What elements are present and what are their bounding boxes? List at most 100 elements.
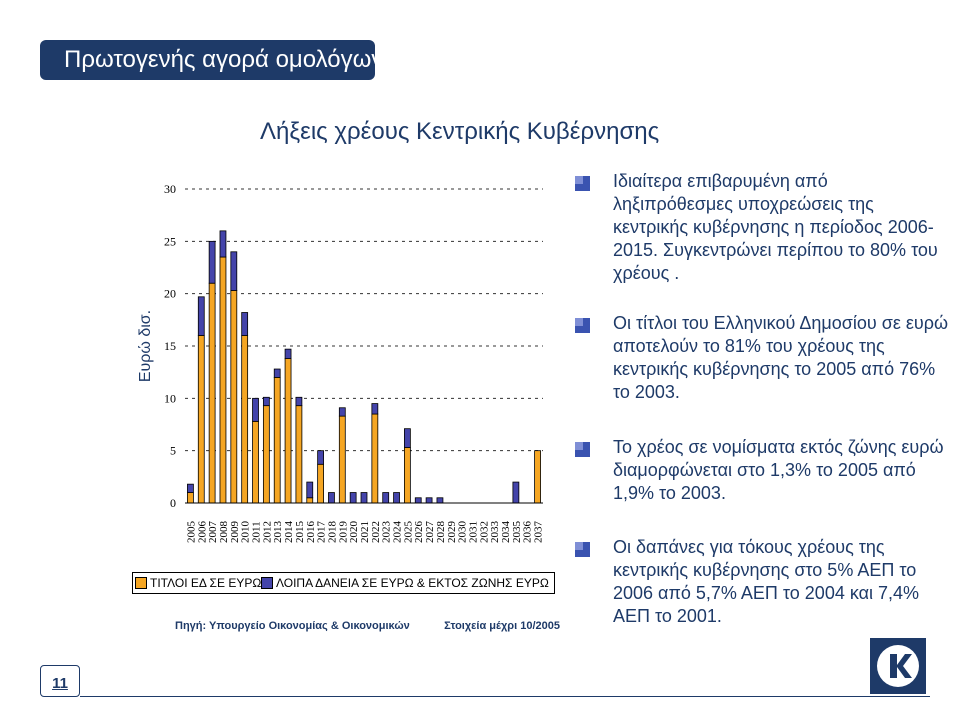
x-tick-label: 2022 <box>370 521 382 543</box>
bar-segment-2022-s1 <box>371 403 379 415</box>
y-tick-label: 25 <box>164 234 176 248</box>
bar-segment-2013-s0 <box>273 376 281 504</box>
bar-segment-2011-s0 <box>252 420 259 504</box>
x-tick-label: 2009 <box>229 521 241 544</box>
bar-segment-2009-s1 <box>230 251 238 291</box>
square-bullet-icon <box>575 542 590 557</box>
bar-segment-2010-s0 <box>241 335 249 504</box>
bar-segment-2012-s1 <box>262 396 270 407</box>
bar-segment-2007-s0 <box>208 282 216 504</box>
x-tick-label: 2007 <box>207 521 219 544</box>
y-axis-label: Ευρώ δισ. <box>137 310 154 382</box>
bar-segment-2005-s0 <box>187 492 194 504</box>
bar-segment-2019-s1 <box>338 407 346 417</box>
footer-divider <box>80 696 930 697</box>
x-tick-label: 2026 <box>413 521 425 544</box>
x-tick-label: 2032 <box>478 521 490 543</box>
bar-segment-2022-s0 <box>371 413 379 504</box>
bar-segment-2028-s1 <box>436 497 444 504</box>
y-tick-label: 10 <box>164 391 176 405</box>
bar-segment-2017-s1 <box>317 450 324 465</box>
page-title: Πρωτογενής αγορά ομολόγων <box>40 40 383 80</box>
bar-segment-2006-s0 <box>197 335 205 504</box>
bar-segment-2025-s0 <box>404 447 411 504</box>
source-text: Πηγή: Υπουργείο Οικονομίας & Οικονομικών <box>175 620 410 632</box>
bar-segment-2010-s1 <box>241 312 249 336</box>
x-tick-label: 2021 <box>359 521 371 543</box>
x-tick-label: 2036 <box>522 521 534 544</box>
bar-segment-2037-s0 <box>534 450 541 504</box>
bar-segment-2024-s1 <box>393 492 400 504</box>
x-tick-label: 2025 <box>402 521 414 544</box>
square-bullet-icon <box>575 176 590 191</box>
x-tick-label: 2033 <box>489 521 501 544</box>
chart-title: Λήξεις χρέους Κεντρικής Κυβέρνησης <box>260 118 660 145</box>
x-tick-label: 2030 <box>457 521 469 544</box>
bar-segment-2019-s0 <box>338 415 346 504</box>
legend-swatch-eurobonds <box>135 577 147 589</box>
x-tick-label: 2014 <box>283 521 295 544</box>
legend-item-eurobonds: ΤΙΤΛΟΙ ΕΔ ΣΕ ΕΥΡΩ <box>135 576 261 590</box>
x-tick-label: 2015 <box>294 521 306 544</box>
chart-legend: ΤΙΤΛΟΙ ΕΔ ΣΕ ΕΥΡΩ ΛΟΙΠΑ ΔΑΝΕΙΑ ΣΕ ΕΥΡΩ &… <box>132 572 555 594</box>
bar-segment-2006-s1 <box>197 296 205 336</box>
square-bullet-icon <box>575 442 590 457</box>
bar-segment-2015-s0 <box>295 405 303 504</box>
x-tick-label: 2037 <box>533 521 545 544</box>
bar-segment-2027-s1 <box>425 497 433 504</box>
x-tick-label: 2034 <box>500 521 512 544</box>
x-tick-label: 2011 <box>251 521 263 543</box>
y-tick-label: 5 <box>170 444 176 458</box>
bar-segment-2012-s0 <box>262 405 270 504</box>
x-tick-label: 2013 <box>272 521 284 544</box>
y-tick-label: 20 <box>164 287 176 301</box>
y-tick-label: 30 <box>164 182 176 196</box>
bullet-text: Οι δαπάνες για τόκους χρέους της κεντρικ… <box>613 537 920 626</box>
x-tick-label: 2035 <box>511 521 523 544</box>
legend-item-other-loans: ΛΟΙΠΑ ΔΑΝΕΙΑ ΣΕ ΕΥΡΩ & ΕΚΤΟΣ ΖΩΝΗΣ ΕΥΡΩ <box>261 576 549 590</box>
alpha-bank-logo-icon <box>870 638 926 694</box>
x-tick-label: 2027 <box>424 521 436 544</box>
x-tick-label: 2028 <box>435 521 447 544</box>
x-tick-label: 2012 <box>261 521 273 543</box>
x-tick-label: 2016 <box>305 521 317 544</box>
bullet-text: Το χρέος σε νομίσματα εκτός ζώνης ευρώ δ… <box>613 437 944 503</box>
bar-segment-2023-s1 <box>382 492 390 504</box>
bar-segment-2008-s1 <box>219 230 227 258</box>
x-tick-label: 2005 <box>185 521 197 544</box>
bar-segment-2017-s0 <box>317 463 324 504</box>
y-tick-label: 0 <box>170 496 176 510</box>
bar-segment-2009-s0 <box>230 290 238 504</box>
x-tick-label: 2019 <box>337 521 349 544</box>
legend-swatch-other-loans <box>261 577 273 589</box>
bar-segment-2026-s1 <box>414 497 422 504</box>
x-tick-label: 2017 <box>316 521 328 544</box>
bar-segment-2011-s1 <box>252 397 259 422</box>
data-date-text: Στοιχεία μέχρι 10/2005 <box>444 620 560 632</box>
bullet-text: Ιδιαίτερα επιβαρυμένη από ληξιπρόθεσμες … <box>613 171 938 283</box>
bar-segment-2020-s1 <box>349 492 357 504</box>
x-tick-label: 2023 <box>381 521 393 544</box>
x-tick-label: 2024 <box>392 521 404 544</box>
square-bullet-icon <box>575 318 590 333</box>
x-tick-label: 2010 <box>240 521 252 544</box>
bar-segment-2007-s1 <box>208 240 216 284</box>
bar-segment-2016-s0 <box>306 497 314 504</box>
bar-segment-2014-s1 <box>284 348 292 359</box>
x-tick-label: 2018 <box>326 521 338 544</box>
bar-segment-2008-s0 <box>219 256 227 504</box>
legend-label-other-loans: ΛΟΙΠΑ ΔΑΝΕΙΑ ΣΕ ΕΥΡΩ & ΕΚΤΟΣ ΖΩΝΗΣ ΕΥΡΩ <box>276 576 549 590</box>
x-tick-label: 2006 <box>196 521 208 544</box>
bullet-text: Οι τίτλοι του Ελληνικού Δημοσίου σε ευρώ… <box>613 313 949 402</box>
bar-segment-2015-s1 <box>295 396 303 407</box>
bar-segment-2025-s1 <box>404 428 411 448</box>
y-tick-label: 15 <box>164 339 176 353</box>
x-tick-label: 2029 <box>446 521 458 544</box>
x-tick-label: 2031 <box>467 521 479 543</box>
bar-segment-2013-s1 <box>273 368 281 378</box>
bar-segment-2014-s0 <box>284 358 292 504</box>
x-tick-label: 2020 <box>348 521 360 544</box>
x-tick-label: 2008 <box>218 521 230 544</box>
legend-label-eurobonds: ΤΙΤΛΟΙ ΕΔ ΣΕ ΕΥΡΩ <box>150 576 262 590</box>
